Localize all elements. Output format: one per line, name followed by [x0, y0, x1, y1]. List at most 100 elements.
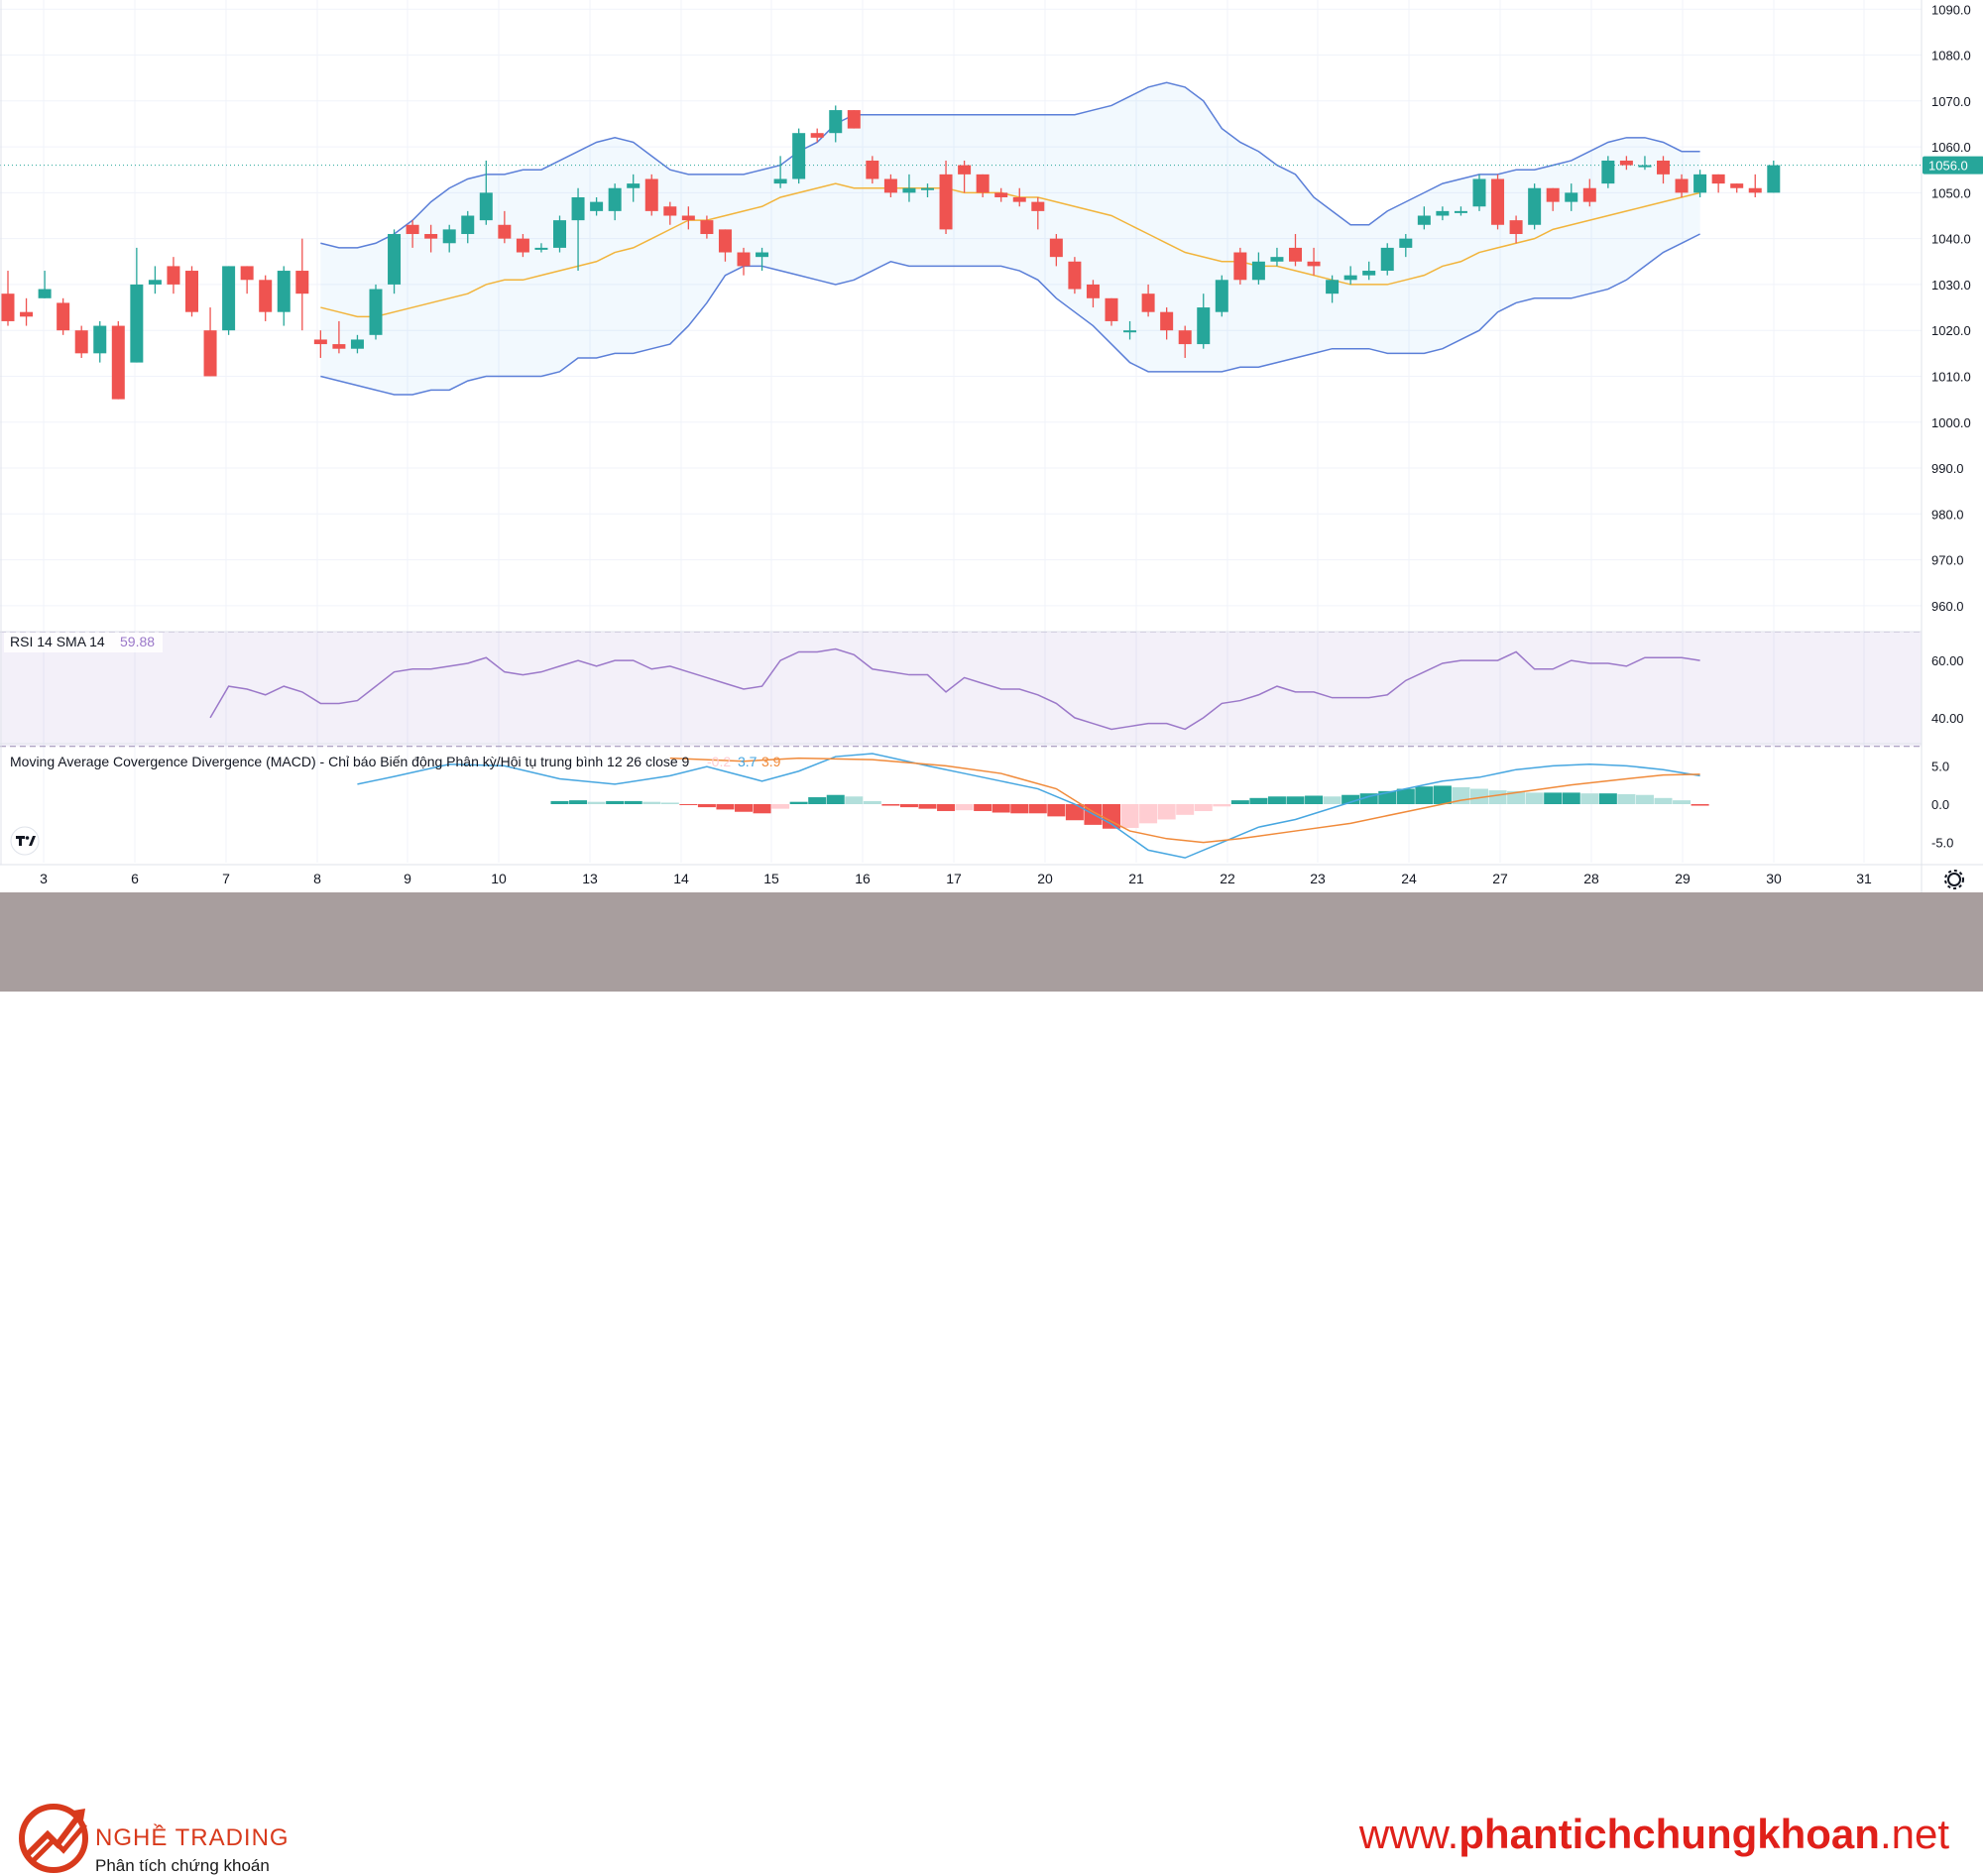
- website-link[interactable]: www.phantichchungkhoan.net: [1359, 1811, 1949, 1858]
- candle: [1362, 261, 1376, 281]
- brand-name: NGHỀ TRADING: [95, 1824, 290, 1851]
- candle: [1123, 320, 1137, 340]
- price-tick-label: 1070.0: [1931, 94, 1971, 109]
- candle-body: [994, 192, 1008, 197]
- candle-body: [1472, 178, 1486, 207]
- candle-body: [773, 178, 787, 184]
- macd-histogram-bar: [1065, 804, 1084, 821]
- candle-body: [20, 311, 34, 317]
- price-pane[interactable]: [0, 0, 1922, 863]
- candle: [1436, 206, 1450, 221]
- candle: [756, 247, 769, 272]
- macd-histogram-bar: [1103, 804, 1120, 829]
- candle-body: [1509, 220, 1523, 235]
- macd-histogram-bar: [808, 797, 827, 804]
- macd-pane[interactable]: Moving Average Covergence Divergence (MA…: [10, 753, 1709, 859]
- candle: [1031, 196, 1045, 230]
- bollinger-upper-line: [320, 81, 1700, 249]
- candle: [1, 271, 15, 326]
- candle-body: [553, 220, 566, 248]
- candle-body: [681, 215, 695, 221]
- candle: [424, 224, 438, 253]
- price-tick-label: 970.0: [1931, 553, 1964, 568]
- macd-histogram-bar: [1617, 793, 1636, 804]
- price-axis[interactable]: 960.0 970.0 980.0 990.0 1000.0 1010.0 1020.0 10…: [1923, 2, 1983, 851]
- macd-histogram-bar: [881, 804, 900, 806]
- macd-histogram-bar: [1230, 800, 1249, 804]
- tradingview-logo-icon[interactable]: [10, 826, 40, 856]
- footer-banner: NGHỀ TRADING Phân tích chứng khoán www.p…: [0, 892, 1983, 1875]
- macd-histogram-bar: [826, 794, 845, 804]
- candle: [1233, 247, 1247, 285]
- rsi-pane[interactable]: RSI 14 SMA 14 59.88: [0, 631, 1922, 748]
- candle: [222, 266, 236, 335]
- macd-histogram-bar: [735, 804, 753, 812]
- candle-body: [1197, 307, 1211, 345]
- candle-body: [1546, 187, 1560, 202]
- rsi-legend-bg: [4, 633, 163, 652]
- candle: [1417, 206, 1431, 230]
- price-tick-label: 1010.0: [1931, 369, 1971, 384]
- candle-body: [663, 206, 677, 216]
- candle: [498, 210, 512, 244]
- candle: [1399, 234, 1413, 258]
- candle-body: [1343, 275, 1357, 281]
- candle: [93, 320, 107, 363]
- candle: [57, 297, 70, 335]
- brand-logo-icon: [19, 1804, 88, 1873]
- time-tick-label: 28: [1583, 871, 1599, 886]
- candle: [350, 334, 364, 354]
- price-tick-label: 1030.0: [1931, 278, 1971, 293]
- candle: [681, 206, 695, 230]
- candle: [1197, 293, 1211, 349]
- candle-body: [644, 178, 658, 211]
- macd-histogram-bar: [955, 804, 974, 811]
- candle: [958, 160, 972, 193]
- candle-body: [1619, 160, 1633, 166]
- candle: [1012, 187, 1026, 207]
- candle-body: [756, 252, 769, 258]
- candle-body: [1730, 183, 1744, 188]
- candle-body: [1748, 187, 1762, 193]
- candle-body: [461, 215, 475, 235]
- candle-body: [921, 187, 934, 190]
- candle: [1528, 183, 1542, 230]
- candle: [130, 247, 144, 363]
- candle-body: [1565, 192, 1578, 202]
- candle: [277, 266, 291, 326]
- candle: [240, 266, 254, 294]
- candle: [259, 275, 273, 321]
- macd-hist-value: -0.2: [707, 754, 731, 769]
- macd-histogram-bar: [587, 801, 606, 804]
- candle: [1711, 174, 1725, 193]
- candle-body: [424, 234, 438, 239]
- time-tick-label: 29: [1675, 871, 1691, 886]
- macd-histogram-bar: [1213, 804, 1231, 807]
- candle: [1068, 257, 1082, 294]
- macd-histogram-bar: [1378, 790, 1397, 804]
- candle: [608, 183, 622, 221]
- candle-body: [1399, 238, 1413, 248]
- candle: [1105, 297, 1118, 326]
- macd-histogram-bar: [716, 804, 735, 810]
- candle-body: [1086, 284, 1100, 298]
- candle-body: [1638, 165, 1652, 168]
- candle-body: [479, 192, 493, 221]
- gear-icon[interactable]: [1944, 870, 1964, 889]
- time-axis[interactable]: 3 6 7 8 9 10 13 14 15 16 17 20 21 22 23 24 27 28 29 30 31: [0, 0, 1983, 892]
- candle: [1638, 156, 1652, 171]
- time-tick-label: 9: [404, 871, 411, 886]
- macd-histogram-bar: [863, 800, 881, 804]
- candle-body: [792, 133, 806, 179]
- candle-body: [369, 289, 383, 335]
- candle: [1509, 215, 1523, 244]
- candle: [627, 174, 641, 202]
- candle-body: [240, 266, 254, 281]
- site-main: phantichchungkhoan: [1458, 1811, 1880, 1857]
- chart-canvas: RSI 14 SMA 14 59.88 Moving Average Coverg…: [0, 0, 1983, 892]
- time-tick-label: 13: [582, 871, 598, 886]
- last-price-tag-bg: [1923, 156, 1983, 175]
- macd-histogram-bar: [1525, 792, 1544, 804]
- candle-body: [627, 183, 641, 188]
- candle: [295, 238, 309, 331]
